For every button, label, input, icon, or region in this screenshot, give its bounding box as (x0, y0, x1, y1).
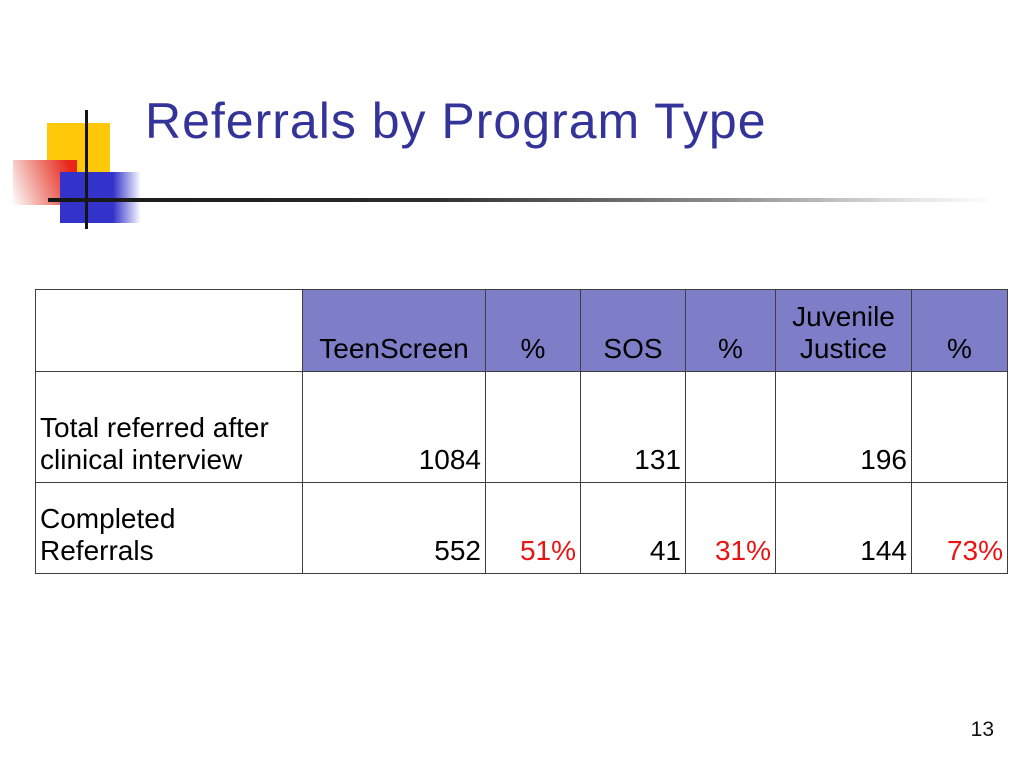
page-number: 13 (970, 718, 994, 741)
header-cell-juvenile-justice-pct: % (911, 289, 1008, 372)
header-cell-teenscreen-pct: % (485, 289, 581, 372)
referrals-table: TeenScreen % SOS % Juvenile Justice % To… (35, 289, 1008, 574)
table-header-row: TeenScreen % SOS % Juvenile Justice % (35, 289, 1008, 372)
cell-total-juvenile-justice-pct (911, 371, 1008, 483)
cell-completed-teenscreen-pct: 51% (485, 482, 581, 574)
decor-horizontal-rule (48, 198, 993, 202)
header-cell-sos-pct: % (685, 289, 776, 372)
cell-completed-juvenile-justice: 144 (775, 482, 912, 574)
slide-title: Referrals by Program Type (145, 93, 767, 149)
cell-total-teenscreen-pct (485, 371, 581, 483)
decor-vertical-line (85, 110, 88, 229)
cell-total-teenscreen: 1084 (302, 371, 486, 483)
header-cell-juvenile-justice: Juvenile Justice (775, 289, 912, 372)
cell-completed-sos-pct: 31% (685, 482, 776, 574)
header-cell-blank (35, 289, 303, 372)
header-cell-sos: SOS (580, 289, 686, 372)
cell-total-juvenile-justice: 196 (775, 371, 912, 483)
cell-completed-teenscreen: 552 (302, 482, 486, 574)
cell-total-sos-pct (685, 371, 776, 483)
table-row-completed-referrals: Completed Referrals 552 51% 41 31% 144 7… (35, 482, 1008, 574)
cell-completed-juvenile-justice-pct: 73% (911, 482, 1008, 574)
cell-completed-sos: 41 (580, 482, 686, 574)
row-label-completed-referrals: Completed Referrals (35, 482, 303, 574)
cell-total-sos: 131 (580, 371, 686, 483)
decor-blue-square-fade (113, 172, 141, 223)
table-row-total-referred: Total referred after clinical interview … (35, 371, 1008, 483)
row-label-total-referred: Total referred after clinical interview (35, 371, 303, 483)
header-cell-teenscreen: TeenScreen (302, 289, 486, 372)
